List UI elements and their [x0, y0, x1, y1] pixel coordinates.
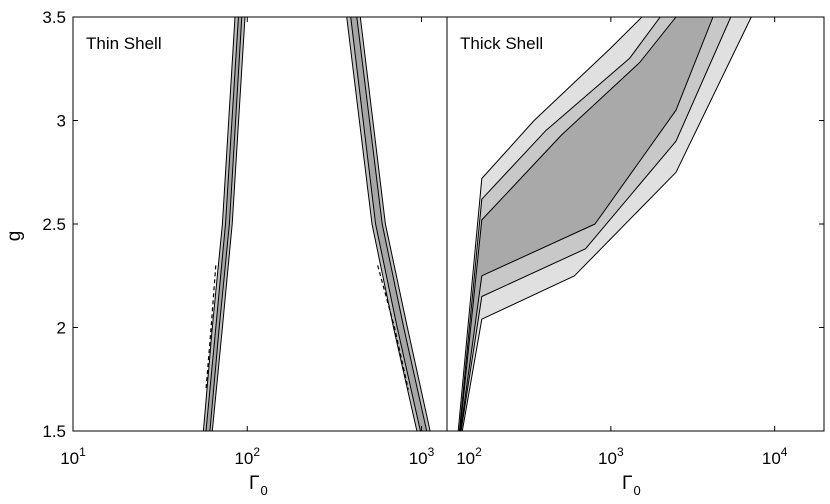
x-axis-label-left: Γ0	[249, 473, 268, 498]
x-tick-label-base: 10	[456, 449, 475, 468]
x-tick-label-base: 10	[234, 449, 253, 468]
x-axis-label-right: Γ0	[622, 473, 641, 498]
x-tick-label-exponent: 4	[781, 445, 788, 459]
x-tick-label-thin-shell-2: 103	[409, 445, 435, 468]
x-tick-label-exponent: 1	[79, 445, 86, 459]
x-tick-label-exponent: 3	[428, 445, 435, 459]
x-axis-label-right-base: Γ	[622, 473, 632, 494]
plot-area-thin-shell	[73, 17, 447, 431]
x-tick-label-thin-shell-0: 101	[60, 445, 86, 468]
panel-title-thin-shell: Thin Shell	[86, 34, 162, 53]
x-tick-label-exponent: 2	[475, 445, 482, 459]
lines-thin-shell	[205, 265, 409, 390]
contour-band-thin-shell-3	[350, 17, 428, 431]
x-tick-label-thin-shell-1: 102	[234, 445, 260, 468]
y-tick-label-0: 1.5	[42, 422, 66, 441]
contour-bands	[202, 17, 752, 431]
best-fit-lines	[205, 265, 409, 390]
contour-band-thin-shell-1	[205, 17, 243, 431]
y-tick-label-1: 2	[57, 319, 66, 338]
y-tick-label-4: 3.5	[42, 8, 66, 27]
x-tick-label-base: 10	[598, 449, 617, 468]
y-tick-label-3: 3	[57, 112, 66, 131]
y-tick-label-2: 2.5	[42, 215, 66, 234]
axis-ticks	[72, 16, 824, 432]
y-axis-label: g	[4, 231, 25, 242]
contour-band-thick-shell-2	[459, 17, 714, 431]
x-tick-label-thick-shell-1: 103	[598, 445, 624, 468]
best-fit-line-thin-shell-1	[377, 265, 409, 390]
x-axis-label-left-subscript: 0	[260, 483, 267, 498]
x-tick-label-base: 10	[60, 449, 79, 468]
x-tick-label-thick-shell-2: 104	[762, 445, 788, 468]
x-tick-label-base: 10	[762, 449, 781, 468]
x-tick-label-thick-shell-0: 102	[456, 445, 482, 468]
panel-title-thick-shell: Thick Shell	[460, 34, 543, 53]
x-axis-label-right-subscript: 0	[633, 483, 640, 498]
bands-thin-shell	[202, 17, 431, 431]
x-tick-label-exponent: 2	[253, 445, 260, 459]
bands-thick-shell	[457, 17, 752, 431]
x-axis-label-left-base: Γ	[249, 473, 259, 494]
x-tick-label-base: 10	[409, 449, 428, 468]
x-tick-label-exponent: 3	[617, 445, 624, 459]
